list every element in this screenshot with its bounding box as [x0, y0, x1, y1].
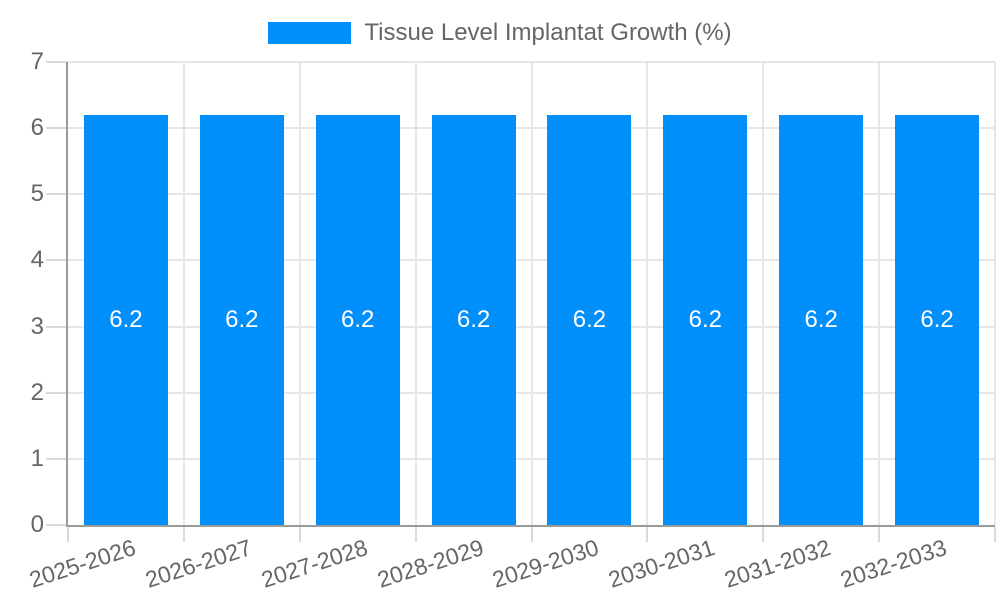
- y-axis-tick-label: 4: [30, 246, 44, 274]
- y-tick-mark: [46, 259, 67, 262]
- y-axis-tick-label: 1: [30, 444, 44, 472]
- x-tick-mark: [182, 527, 185, 542]
- x-tick-mark: [878, 527, 881, 542]
- x-axis-tick-label: 2031-2032: [721, 534, 834, 593]
- y-axis-line: [66, 62, 68, 527]
- bar: [315, 114, 400, 525]
- legend-label: Tissue Level Implantat Growth (%): [364, 19, 732, 46]
- x-gridline: [878, 62, 881, 525]
- y-tick-mark: [46, 61, 67, 63]
- x-axis-tick-label: 2027-2028: [257, 534, 371, 593]
- y-axis-tick-label: 2: [30, 378, 44, 406]
- x-gridline: [994, 62, 996, 525]
- x-axis-line: [66, 525, 995, 527]
- y-tick-mark: [46, 457, 67, 460]
- bar-value-label: 6.2: [341, 305, 375, 333]
- x-axis-tick-label: 2029-2030: [489, 534, 603, 593]
- x-gridline: [414, 62, 417, 525]
- x-tick-mark: [646, 527, 649, 542]
- y-tick-mark: [46, 193, 67, 196]
- y-axis-tick-label: 6: [30, 114, 44, 142]
- y-axis-tick-label: 3: [30, 312, 44, 340]
- bar: [83, 114, 168, 525]
- bar-value-label: 6.2: [688, 305, 722, 333]
- y-axis-tick-label: 0: [30, 511, 44, 538]
- bar-value-label: 6.2: [572, 305, 607, 333]
- x-tick-mark: [67, 527, 69, 542]
- x-tick-mark: [530, 527, 533, 542]
- bar: [431, 114, 516, 525]
- x-gridline: [646, 62, 649, 525]
- bar-value-label: 6.2: [456, 305, 491, 333]
- x-tick-mark: [414, 527, 417, 542]
- y-axis-tick-label: 5: [30, 180, 44, 208]
- x-gridline: [182, 62, 185, 525]
- x-axis-tick-label: 2026-2027: [141, 534, 255, 593]
- legend-item[interactable]: Tissue Level Implantat Growth (%): [268, 19, 732, 47]
- x-gridline: [530, 62, 533, 525]
- bar: [663, 114, 748, 525]
- x-axis-tick-label: 2030-2031: [605, 534, 719, 593]
- x-tick-mark: [298, 527, 301, 542]
- bar-value-label: 6.2: [109, 305, 143, 333]
- y-axis-tick-label: 7: [30, 48, 44, 75]
- y-tick-mark: [46, 127, 67, 130]
- bar-value-label: 6.2: [225, 305, 259, 333]
- bar: [779, 114, 864, 525]
- legend: Tissue Level Implantat Growth (%): [0, 19, 1000, 47]
- x-tick-mark: [994, 527, 996, 542]
- y-tick-mark: [46, 325, 67, 328]
- bar: [895, 114, 980, 525]
- x-gridline: [762, 62, 765, 525]
- x-axis-tick-label: 2028-2029: [373, 534, 487, 593]
- x-axis-tick-label: 2025-2026: [26, 534, 139, 593]
- bar: [547, 114, 632, 525]
- legend-swatch-icon: [268, 22, 352, 44]
- bar-value-label: 6.2: [804, 305, 838, 333]
- bar-value-label: 6.2: [920, 305, 954, 333]
- y-tick-mark: [46, 524, 67, 526]
- x-axis-tick-label: 2032-2033: [837, 534, 950, 593]
- x-gridline: [298, 62, 301, 525]
- bar: [199, 114, 284, 525]
- x-tick-mark: [762, 527, 765, 542]
- y-tick-mark: [46, 391, 67, 394]
